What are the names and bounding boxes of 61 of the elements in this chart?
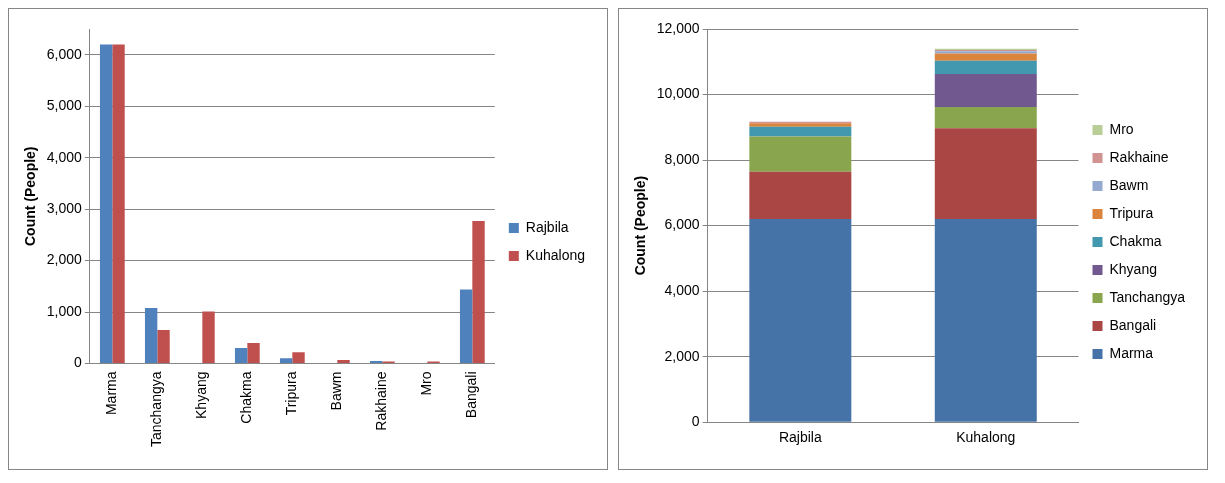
x-tick-label: Tanchangya: [148, 371, 165, 448]
legend-label: Kuhalong: [525, 246, 586, 263]
x-tick-label: Marma: [103, 371, 120, 416]
legend-label: Khyang: [1109, 260, 1157, 277]
legend-label: Marma: [1109, 344, 1154, 361]
y-tick-label: 10,000: [656, 85, 700, 102]
bar: [99, 44, 113, 363]
bar: [749, 171, 852, 220]
bar: [749, 219, 852, 422]
bar: [934, 219, 1037, 422]
legend-label: Bangali: [1109, 316, 1157, 333]
bar: [112, 44, 125, 363]
y-tick-label: 12,000: [656, 19, 700, 36]
x-tick-label: Khyang: [193, 371, 210, 419]
y-tick-label: 0: [691, 413, 700, 430]
bar: [234, 348, 248, 363]
y-axis-title: Count (People): [22, 146, 39, 247]
bar: [749, 126, 852, 137]
y-tick-label: 8,000: [664, 150, 700, 167]
y-tick-label: 2,000: [46, 251, 83, 268]
bar: [337, 359, 350, 363]
y-tick-label: 4,000: [664, 281, 700, 298]
y-tick-label: 5,000: [46, 97, 83, 114]
x-tick-label: Rajbila: [778, 429, 822, 446]
bar: [934, 128, 1037, 220]
bar: [749, 136, 852, 172]
y-tick-label: 0: [74, 354, 83, 371]
legend-label: Mro: [1109, 120, 1134, 137]
y-tick-label: 1,000: [46, 302, 83, 319]
bar: [369, 360, 383, 363]
bar: [934, 106, 1037, 129]
legend-label: Rajbila: [525, 218, 569, 235]
x-tick-label: Tripura: [283, 371, 300, 416]
bar: [459, 289, 473, 363]
x-tick-label: Chakma: [238, 371, 255, 424]
y-axis-title: Count (People): [632, 175, 649, 276]
legend-label: Rakhaine: [1109, 148, 1169, 165]
bar: [247, 342, 260, 363]
legend-label: Tanchangya: [1109, 288, 1186, 305]
bar: [934, 73, 1037, 107]
legend-label: Bawm: [1109, 176, 1149, 193]
bar: [934, 60, 1037, 74]
x-tick-label: Bawm: [328, 371, 345, 411]
x-tick-label: Rakhaine: [373, 371, 390, 431]
x-tick-label: Bangali: [463, 371, 480, 419]
y-tick-label: 6,000: [46, 45, 83, 62]
bar: [157, 330, 170, 363]
x-tick-label: Mro: [418, 371, 435, 396]
bar: [934, 53, 1037, 61]
y-tick-label: 4,000: [46, 148, 83, 165]
bar: [202, 311, 215, 363]
y-tick-label: 3,000: [46, 199, 83, 216]
bar: [292, 352, 305, 363]
bar: [279, 358, 293, 363]
legend-label: Chakma: [1109, 232, 1162, 249]
bar: [472, 220, 485, 363]
y-tick-label: 2,000: [664, 347, 700, 364]
x-tick-label: Kuhalong: [956, 429, 1016, 446]
y-tick-label: 6,000: [664, 216, 700, 233]
legend-label: Tripura: [1109, 204, 1154, 221]
bar: [144, 307, 158, 363]
